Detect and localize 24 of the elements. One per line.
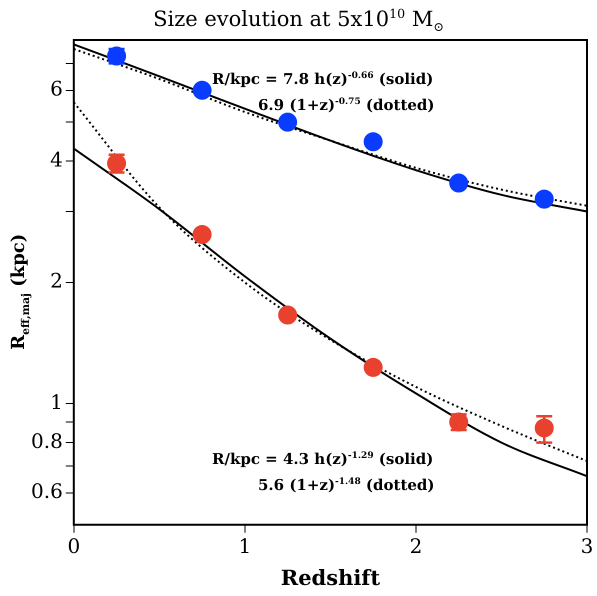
point [364,132,383,152]
annotation: R/kpc = 7.8 h(z)$^{-0.66}$ (solid) [212,70,434,88]
x-tick-label: 3 [580,534,594,558]
point [364,358,383,377]
annotation: R/kpc = 4.3 h(z)$^{-1.29}$ (solid) [212,450,434,468]
y-tick-label: 1 [50,390,63,414]
point [278,305,298,324]
x-tick-label: 1 [238,534,252,558]
x-axis-title: Redshift [280,564,380,590]
chart-title: Size evolution at 5x10$^{10}$ M$_{⊙}$ [152,6,445,34]
annotation: 6.9 (1+z)$^{-0.75}$ (dotted) [258,96,435,114]
point [534,190,554,209]
point [278,112,298,132]
y-tick-label: 0.8 [30,428,63,453]
y-tick-label: 2 [50,268,63,293]
point [449,174,468,193]
point [192,80,212,100]
annotation: 5.6 (1+z)$^{-1.48}$ (dotted) [258,476,435,494]
point [192,225,212,244]
y-tick-label: 0.6 [30,479,63,504]
y-tick-label: 6 [50,76,63,101]
x-tick-label: 2 [410,534,422,558]
x-tick-label: 0 [67,534,80,558]
y-tick-label: 4 [50,147,63,172]
